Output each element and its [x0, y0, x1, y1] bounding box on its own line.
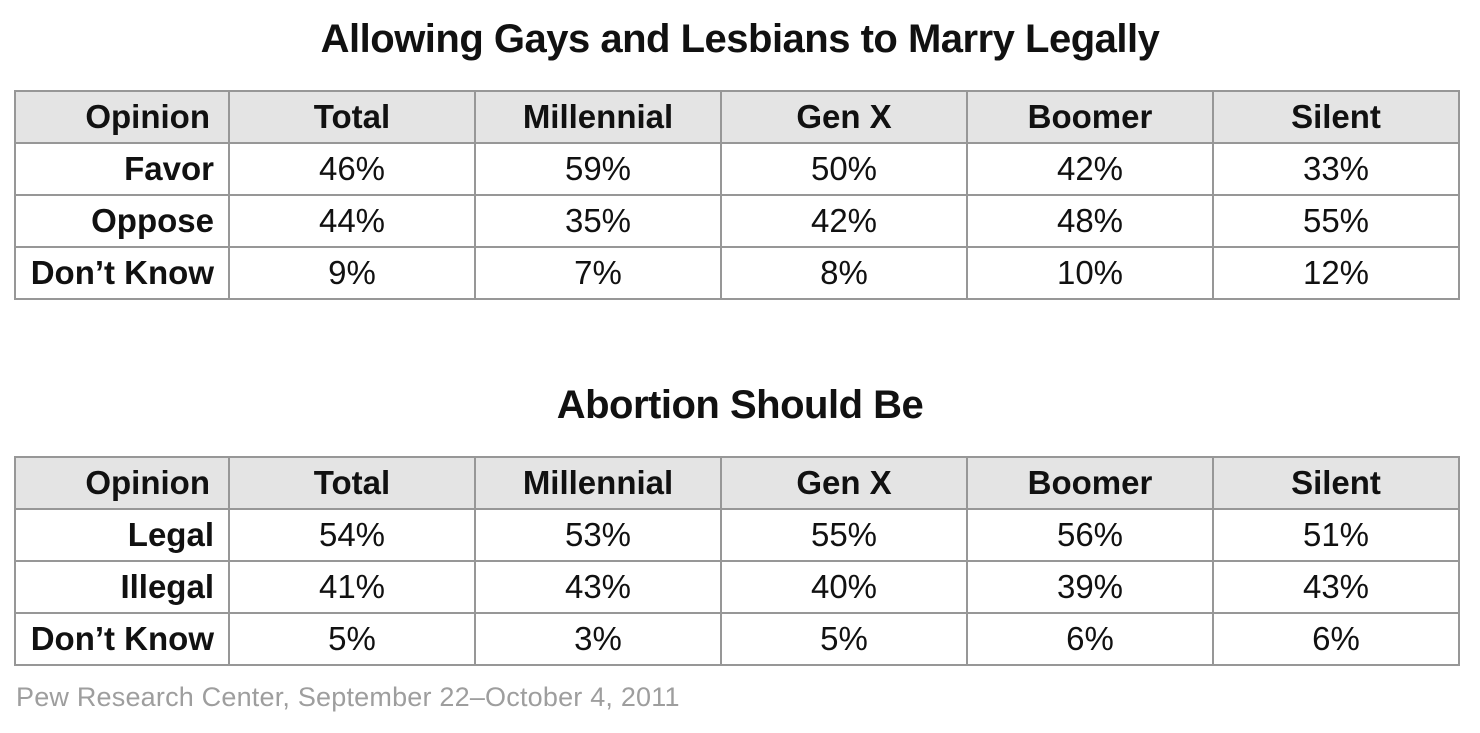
data-cell: 33%	[1212, 142, 1460, 196]
table2-header-total: Total	[228, 456, 476, 510]
data-cell: 40%	[720, 560, 968, 614]
data-cell: 12%	[1212, 246, 1460, 300]
data-cell: 46%	[228, 142, 476, 196]
data-cell: 5%	[228, 612, 476, 666]
data-cell: 35%	[474, 194, 722, 248]
table1-title: Allowing Gays and Lesbians to Marry Lega…	[320, 17, 1160, 61]
row-label-legal: Legal	[14, 508, 230, 562]
table2-header-genx: Gen X	[720, 456, 968, 510]
row-label-illegal: Illegal	[14, 560, 230, 614]
row-label-dont-know: Don’t Know	[14, 612, 230, 666]
data-cell: 55%	[1212, 194, 1460, 248]
table2-title: Abortion Should Be	[556, 383, 924, 427]
data-cell: 8%	[720, 246, 968, 300]
source-note: Pew Research Center, September 22–Octobe…	[16, 682, 680, 712]
data-cell: 7%	[474, 246, 722, 300]
data-cell: 43%	[1212, 560, 1460, 614]
row-label-dont-know: Don’t Know	[14, 246, 230, 300]
data-cell: 59%	[474, 142, 722, 196]
data-cell: 10%	[966, 246, 1214, 300]
data-cell: 41%	[228, 560, 476, 614]
data-cell: 9%	[228, 246, 476, 300]
table2-header-row: Opinion Total Millennial Gen X Boomer Si…	[14, 456, 1460, 510]
data-cell: 53%	[474, 508, 722, 562]
table-row: Illegal 41% 43% 40% 39% 43%	[14, 560, 1460, 614]
data-cell: 48%	[966, 194, 1214, 248]
data-cell: 3%	[474, 612, 722, 666]
table1-header-genx: Gen X	[720, 90, 968, 144]
data-cell: 6%	[966, 612, 1214, 666]
table-row: Don’t Know 9% 7% 8% 10% 12%	[14, 246, 1460, 300]
data-cell: 54%	[228, 508, 476, 562]
table-abortion-opinion: Opinion Total Millennial Gen X Boomer Si…	[14, 456, 1460, 666]
table-marriage-opinion: Opinion Total Millennial Gen X Boomer Si…	[14, 90, 1460, 300]
data-cell: 6%	[1212, 612, 1460, 666]
table1-header-millennial: Millennial	[474, 90, 722, 144]
data-cell: 42%	[966, 142, 1214, 196]
row-label-oppose: Oppose	[14, 194, 230, 248]
table-row: Don’t Know 5% 3% 5% 6% 6%	[14, 612, 1460, 666]
table1-header-opinion: Opinion	[14, 90, 230, 144]
table1-header-total: Total	[228, 90, 476, 144]
table2-header-millennial: Millennial	[474, 456, 722, 510]
data-cell: 56%	[966, 508, 1214, 562]
table1-header-silent: Silent	[1212, 90, 1460, 144]
data-cell: 55%	[720, 508, 968, 562]
table-row: Legal 54% 53% 55% 56% 51%	[14, 508, 1460, 562]
table1-header-row: Opinion Total Millennial Gen X Boomer Si…	[14, 90, 1460, 144]
row-label-favor: Favor	[14, 142, 230, 196]
data-cell: 5%	[720, 612, 968, 666]
table2-header-boomer: Boomer	[966, 456, 1214, 510]
data-cell: 51%	[1212, 508, 1460, 562]
table-row: Oppose 44% 35% 42% 48% 55%	[14, 194, 1460, 248]
table1-header-boomer: Boomer	[966, 90, 1214, 144]
data-cell: 39%	[966, 560, 1214, 614]
data-cell: 44%	[228, 194, 476, 248]
data-cell: 42%	[720, 194, 968, 248]
table-row: Favor 46% 59% 50% 42% 33%	[14, 142, 1460, 196]
table2-header-opinion: Opinion	[14, 456, 230, 510]
data-cell: 43%	[474, 560, 722, 614]
table2-header-silent: Silent	[1212, 456, 1460, 510]
data-cell: 50%	[720, 142, 968, 196]
